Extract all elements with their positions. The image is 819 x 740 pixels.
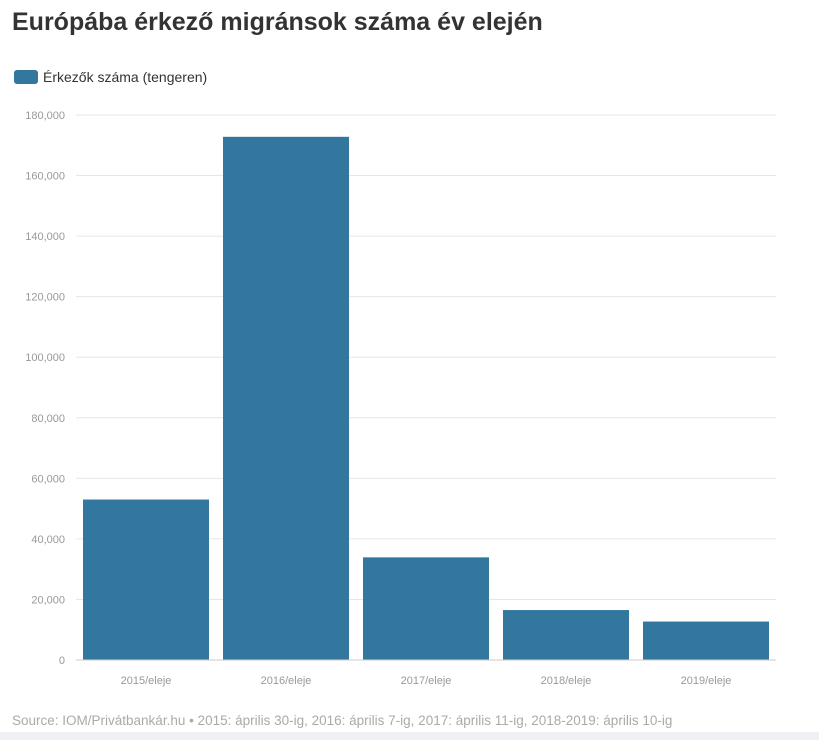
x-tick-label: 2017/eleje: [401, 675, 452, 687]
bar: [363, 557, 489, 660]
bar: [83, 499, 209, 660]
chart-title: Európába érkező migránsok száma év elejé…: [12, 8, 543, 36]
y-tick-label: 20,000: [31, 594, 65, 606]
y-tick-label: 180,000: [25, 110, 65, 122]
bar: [223, 136, 349, 661]
y-tick-label: 40,000: [31, 534, 65, 546]
y-tick-label: 140,000: [25, 231, 65, 243]
y-tick-label: 60,000: [31, 473, 65, 485]
bar: [503, 610, 629, 660]
x-tick-label: 2016/eleje: [261, 675, 312, 687]
x-tick-label: 2018/eleje: [541, 675, 592, 687]
bar-chart: 0 20,000 40,000 60,000 80,000 100,000 120,000 1…: [25, 110, 776, 687]
x-tick-label: 2015/eleje: [121, 675, 172, 687]
x-tick-label: 2019/eleje: [681, 675, 732, 687]
source-note: Source: IOM/Privátbankár.hu • 2015: ápri…: [12, 713, 673, 728]
y-tick-label: 160,000: [25, 171, 65, 183]
legend: Érkezők száma (tengeren): [14, 69, 207, 85]
y-tick-label: 80,000: [31, 413, 65, 425]
y-tick-label: 120,000: [25, 292, 65, 304]
y-tick-label: 100,000: [25, 352, 65, 364]
legend-label: Érkezők száma (tengeren): [43, 69, 208, 85]
bottom-strip: [0, 732, 819, 740]
bar: [643, 621, 769, 660]
y-tick-label: 0: [59, 655, 65, 667]
legend-swatch: [14, 70, 38, 84]
